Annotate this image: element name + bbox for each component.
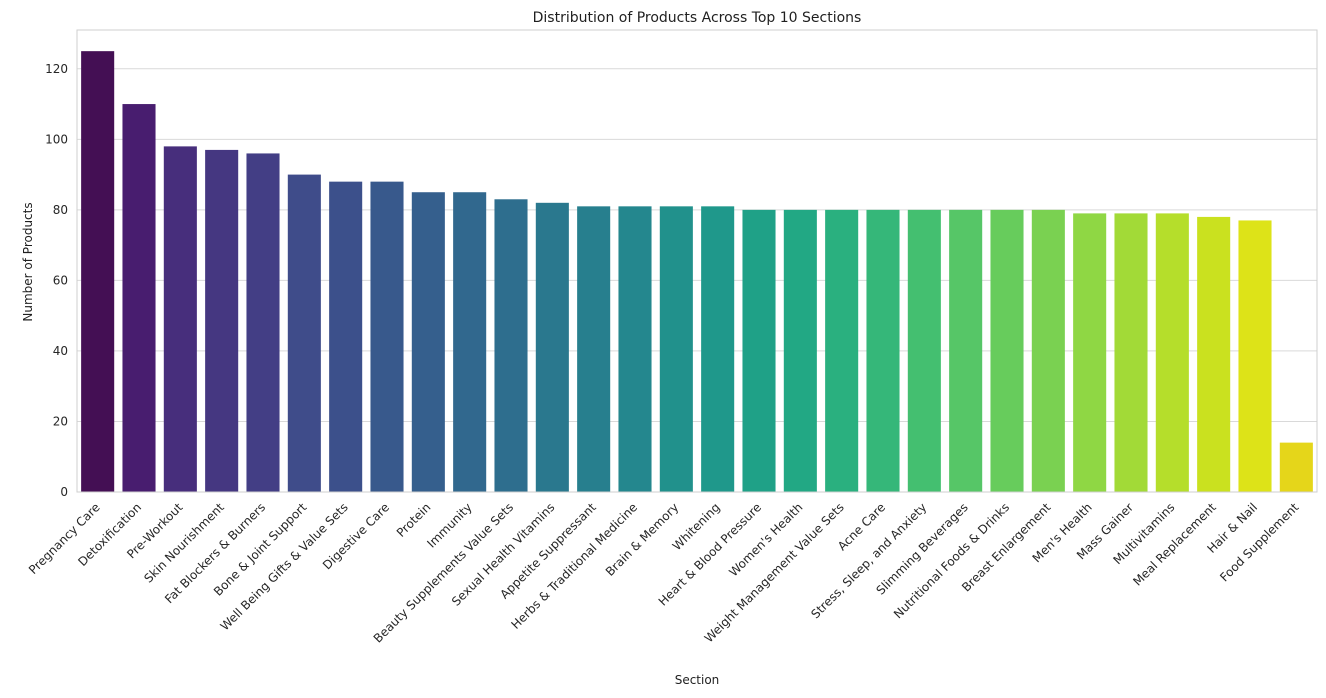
bar [1197, 216, 1231, 493]
bar [1155, 213, 1189, 492]
y-tick-label: 20 [53, 414, 68, 428]
y-tick-label: 120 [45, 62, 68, 76]
bar [618, 206, 652, 492]
bar [287, 174, 321, 493]
bar [990, 209, 1024, 492]
bar [246, 153, 280, 492]
gridlines [77, 68, 1317, 493]
bar [825, 209, 859, 492]
x-tick-label: Skin Nourishment [141, 500, 227, 586]
bar [907, 209, 941, 492]
bar [1114, 213, 1148, 492]
bar [535, 202, 569, 493]
bar [659, 206, 693, 492]
x-tick-label: Protein [394, 500, 434, 540]
bar [329, 181, 363, 492]
bar [494, 199, 528, 492]
y-tick-label: 40 [53, 344, 68, 358]
x-axis-ticks: Pregnancy CareDetoxificationPre-WorkoutS… [26, 500, 1302, 646]
bar [949, 209, 983, 492]
bar [205, 149, 239, 493]
bar [866, 209, 900, 492]
bar [1279, 442, 1313, 492]
bar [742, 209, 776, 492]
bar [577, 206, 611, 492]
bar [1238, 220, 1272, 492]
y-tick-label: 100 [45, 132, 68, 146]
bar [783, 209, 817, 492]
bar [370, 181, 404, 492]
bar [701, 206, 735, 492]
y-tick-label: 0 [60, 485, 68, 499]
bar [1073, 213, 1107, 492]
bar [411, 192, 445, 492]
bars [81, 51, 1313, 493]
x-tick-label: Brain & Memory [603, 500, 682, 579]
y-axis-label: Number of Products [21, 202, 35, 321]
bar [1031, 209, 1065, 492]
y-tick-label: 60 [53, 273, 68, 287]
x-axis-label: Section [675, 673, 720, 687]
plot-frame [76, 29, 1318, 493]
bar [163, 146, 197, 492]
chart-title: Distribution of Products Across Top 10 S… [533, 10, 862, 26]
x-tick-label: Pregnancy Care [26, 500, 103, 577]
x-tick-label: Women's Health [726, 500, 805, 579]
x-tick-label: Food Supplement [1217, 500, 1301, 584]
bar [122, 104, 156, 492]
bar [453, 192, 487, 492]
y-tick-label: 80 [53, 203, 68, 217]
bar [81, 51, 115, 492]
y-axis-ticks: 0 20 40 60 80 100 120 [45, 62, 68, 499]
